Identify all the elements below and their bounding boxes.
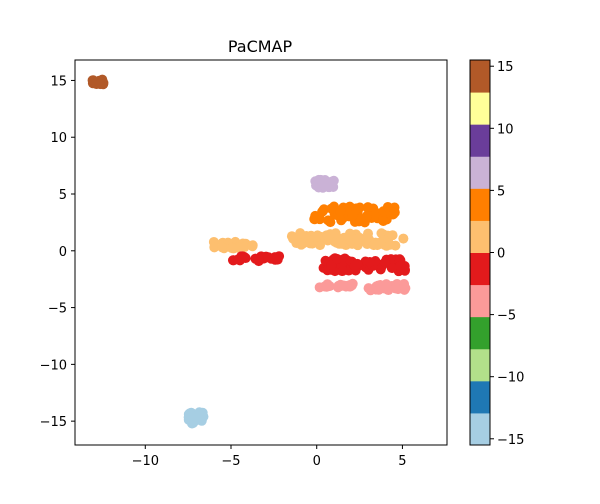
- scatter-point: [375, 280, 386, 291]
- scatter-point: [347, 278, 358, 289]
- scatter-point: [388, 208, 399, 219]
- colorbar-segment: [470, 124, 490, 157]
- scatter-point: [253, 254, 264, 265]
- scatter-point: [352, 233, 363, 244]
- colorbar-segment: [470, 220, 490, 253]
- colorbar-tick-label: −5: [497, 309, 516, 324]
- colorbar-segment: [470, 316, 490, 350]
- scatter-point: [398, 233, 409, 244]
- colorbar: −15 −10 −5 0 5 10 15: [469, 59, 524, 448]
- scatter-point: [355, 214, 366, 225]
- colorbar-segment: [470, 92, 490, 125]
- scatter-point: [335, 206, 346, 217]
- scatter-point: [362, 202, 373, 213]
- colorbar-segment: [470, 188, 490, 221]
- x-tick-label: 5: [398, 454, 406, 469]
- scatter-point: [288, 233, 299, 244]
- y-tick-label: 5: [59, 188, 67, 203]
- scatter-point: [387, 230, 398, 241]
- colorbar-tick-label: 0: [497, 247, 505, 262]
- y-tick-label: −10: [40, 358, 67, 373]
- scatter-point: [332, 254, 343, 264]
- y-tick-label: 10: [50, 131, 67, 146]
- scatter-point: [337, 265, 348, 276]
- colorbar-segment: [470, 252, 490, 286]
- scatter-point: [382, 201, 393, 212]
- scatter-point: [209, 242, 220, 253]
- colorbar-tick-label: 10: [497, 122, 514, 137]
- scatter-point: [326, 203, 337, 214]
- scatter-point: [372, 240, 383, 251]
- scatter-point: [387, 262, 398, 273]
- x-tick-label: 0: [313, 454, 321, 469]
- y-tick-label: 15: [50, 74, 67, 89]
- scatter-point: [237, 251, 248, 262]
- scatter-point: [347, 210, 358, 221]
- scatter-point: [295, 228, 306, 239]
- scatter-points: [87, 74, 411, 429]
- colorbar-segment: [470, 348, 490, 382]
- scatter-point: [328, 175, 339, 186]
- scatter-point: [363, 228, 374, 239]
- scatter-point: [226, 243, 237, 254]
- plot-area-frame: [74, 59, 448, 446]
- scatter-point: [247, 241, 258, 252]
- scatter-point: [398, 281, 409, 292]
- scatter-point: [272, 254, 283, 265]
- scatter-point: [399, 265, 410, 276]
- scatter-point: [239, 242, 250, 253]
- colorbar-tick-label: −10: [497, 371, 524, 386]
- x-tick-label: −10: [132, 454, 159, 469]
- scatter-point: [330, 228, 341, 239]
- scatter-point: [321, 281, 332, 292]
- scatter-point: [337, 280, 348, 291]
- x-axis: −10 −5 0 5: [132, 445, 407, 469]
- colorbar-segment: [470, 380, 490, 414]
- y-tick-label: −15: [40, 415, 67, 430]
- scatter-point: [310, 232, 321, 243]
- colorbar-segment: [470, 284, 490, 318]
- colorbar-segment: [470, 412, 490, 446]
- scatter-point: [217, 242, 228, 253]
- scatter-point: [378, 215, 389, 226]
- scatter-point: [95, 79, 106, 90]
- y-tick-label: 0: [59, 245, 67, 260]
- scatter-point: [317, 206, 328, 217]
- colorbar-segment: [470, 60, 490, 93]
- scatter-point: [323, 215, 334, 226]
- scatter-point: [183, 412, 194, 423]
- scatter-point: [263, 252, 274, 263]
- scatter-point: [349, 260, 360, 271]
- colorbar-tick-label: 15: [497, 60, 514, 75]
- scatter-point: [380, 257, 391, 268]
- scatter-point: [390, 283, 401, 294]
- chart-title: PaCMAP: [228, 37, 293, 56]
- colorbar-tick-label: −15: [497, 433, 524, 448]
- x-tick-label: −5: [221, 454, 240, 469]
- scatter-point: [322, 230, 333, 241]
- scatter-point: [191, 411, 202, 422]
- y-axis: −15 −10 −5 0 5 10 15: [40, 74, 75, 430]
- scatter-point: [364, 256, 375, 267]
- colorbar-segment: [470, 156, 490, 189]
- y-tick-label: −5: [48, 302, 67, 317]
- scatter-point: [316, 175, 327, 186]
- colorbar-tick-label: 5: [497, 184, 505, 199]
